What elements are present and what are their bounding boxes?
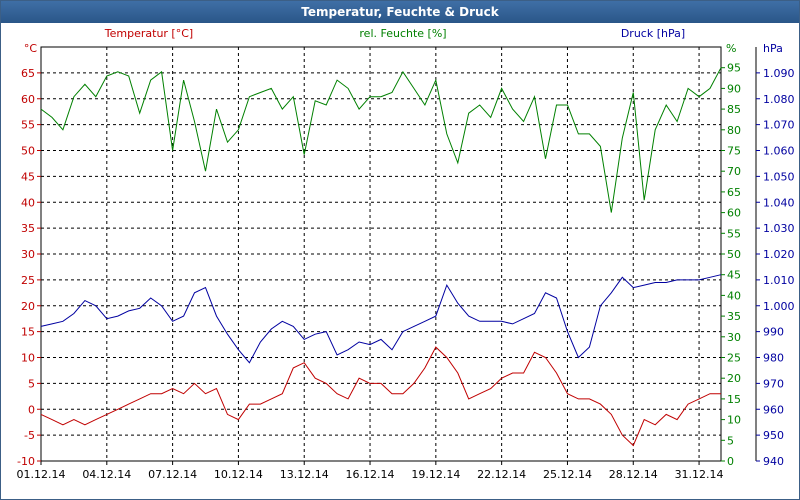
chart-canvas: 01.12.14 04.12.14 07.12.14 10.12.14 13.12.14…	[17, 27, 795, 481]
window-title: Temperatur, Feuchte & Druck	[1, 1, 799, 23]
x-tick-label: 01.12.14	[17, 468, 66, 481]
pressure-tick-label: 1.010	[763, 274, 795, 287]
humidity-tick-label: 90	[727, 82, 741, 95]
axis-labels: °C Temperatur [°C]% rel. Feuchte [%] hPa Dru…	[24, 27, 783, 55]
humidity-tick-label: 55	[727, 227, 741, 240]
chart-grid	[41, 47, 721, 461]
x-tick-label: 16.12.14	[346, 468, 395, 481]
humidity-tick-label: 35	[727, 310, 741, 323]
x-tick-label: 07.12.14	[148, 468, 197, 481]
humidity-axis-label: rel. Feuchte [%]	[359, 27, 446, 40]
humidity-tick-label: 5	[727, 434, 734, 447]
temperature-tick-label: 10	[21, 352, 35, 365]
pressure-series-line	[40, 274, 722, 364]
temperature-axis-label: Temperatur [°C]	[104, 27, 193, 40]
pressure-tick-label: 980	[763, 352, 784, 365]
pressure-tick-label: 1.060	[763, 145, 795, 158]
x-tick-label: 25.12.14	[543, 468, 592, 481]
pressure-tick-label: 1.070	[763, 119, 795, 132]
humidity-tick-label: 15	[727, 393, 741, 406]
x-tick-label: 19.12.14	[411, 468, 460, 481]
humidity-tick-label: 65	[727, 186, 741, 199]
x-tick-label: 22.12.14	[477, 468, 526, 481]
temperature-tick-label: 45	[21, 170, 35, 183]
pressure-tick-label: 1.080	[763, 93, 795, 106]
humidity-tick-label: 20	[727, 372, 741, 385]
x-tick-label: 28.12.14	[609, 468, 658, 481]
pressure-tick-label: 1.040	[763, 196, 795, 209]
temperature-tick-label: 40	[21, 196, 35, 209]
pressure-tick-label: 960	[763, 403, 784, 416]
temperature-tick-label: 5	[28, 377, 35, 390]
temperature-tick-label: 60	[21, 93, 35, 106]
x-tick-label: 10.12.14	[214, 468, 263, 481]
series-lines	[40, 67, 722, 447]
pressure-axis-label: Druck [hPa]	[621, 27, 685, 40]
temperature-tick-label: 15	[21, 326, 35, 339]
humidity-tick-label: 40	[727, 289, 741, 302]
humidity-tick-label: 85	[727, 103, 741, 116]
axis-ticks: 01.12.14 04.12.14 07.12.14 10.12.14 13.12.14…	[17, 62, 795, 481]
temperature-tick-label: -10	[17, 455, 35, 468]
pressure-unit: hPa	[763, 42, 783, 55]
pressure-tick-label: 1.030	[763, 222, 795, 235]
humidity-tick-label: 45	[727, 269, 741, 282]
pressure-tick-label: 1.090	[763, 67, 795, 80]
temperature-tick-label: 25	[21, 274, 35, 287]
humidity-tick-label: 0	[727, 455, 734, 468]
x-tick-label: 31.12.14	[675, 468, 724, 481]
temperature-tick-label: 30	[21, 248, 35, 261]
humidity-tick-label: 25	[727, 352, 741, 365]
pressure-tick-label: 990	[763, 326, 784, 339]
pressure-tick-label: 1.000	[763, 300, 795, 313]
humidity-tick-label: 10	[727, 414, 741, 427]
temperature-unit: °C	[24, 42, 38, 55]
temperature-tick-label: 20	[21, 300, 35, 313]
x-tick-label: 04.12.14	[82, 468, 131, 481]
humidity-tick-label: 60	[727, 207, 741, 220]
temperature-tick-label: 35	[21, 222, 35, 235]
temperature-tick-label: 0	[28, 403, 35, 416]
pressure-tick-label: 1.020	[763, 248, 795, 261]
humidity-tick-label: 30	[727, 331, 741, 344]
pressure-tick-label: 1.050	[763, 170, 795, 183]
x-tick-label: 13.12.14	[280, 468, 329, 481]
temperature-tick-label: 50	[21, 145, 35, 158]
pressure-tick-label: 950	[763, 429, 784, 442]
humidity-tick-label: 50	[727, 248, 741, 261]
humidity-tick-label: 70	[727, 165, 741, 178]
humidity-series-line	[40, 67, 722, 213]
temperature-series-line	[40, 346, 721, 447]
pressure-tick-label: 970	[763, 377, 784, 390]
temperature-tick-label: 65	[21, 67, 35, 80]
temperature-tick-label: -5	[24, 429, 35, 442]
humidity-tick-label: 95	[727, 62, 741, 75]
pressure-tick-label: 940	[763, 455, 784, 468]
humidity-tick-label: 80	[727, 124, 741, 137]
humidity-unit: %	[726, 42, 736, 55]
temperature-tick-label: 55	[21, 119, 35, 132]
humidity-tick-label: 75	[727, 145, 741, 158]
